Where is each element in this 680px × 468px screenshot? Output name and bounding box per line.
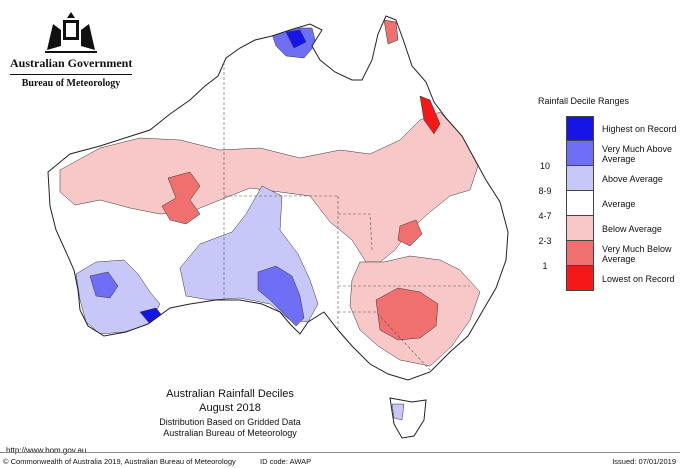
legend-item: Highest on Record [530, 116, 680, 141]
legend-label: Lowest on Record [602, 273, 675, 284]
legend-swatch [566, 141, 594, 166]
legend-swatch [566, 266, 594, 291]
legend-range: 8-9 [538, 186, 552, 196]
legend-range: 1 [542, 261, 548, 271]
highest-on-record-nt [285, 29, 307, 49]
legend-label: Very Much Above Average [602, 143, 673, 164]
legend-label: Very Much Below Average [602, 243, 672, 264]
tasmania-above-average [391, 403, 405, 421]
legend-swatch [566, 116, 594, 141]
legend-item: 1 Very Much Below Average [530, 241, 680, 271]
legend-range: 10 [539, 161, 550, 171]
very-much-above-average-wa [89, 271, 119, 299]
organisation-name: Australian Government [10, 56, 133, 70]
coat-of-arms-icon [45, 12, 97, 53]
legend-label: Average [602, 198, 636, 209]
legend-label: Below Average [602, 223, 662, 234]
lowest-on-record-qld-coast [419, 95, 441, 135]
legend: Highest on Record 10 Very Much Above Ave… [530, 116, 680, 291]
legend-label: Above Average [602, 173, 663, 184]
id-code: ID code: AWAP [260, 457, 312, 466]
issued-date: Issued: 07/01/2019 [612, 457, 676, 466]
website-link[interactable]: http://www.bom.gov.au [6, 446, 87, 455]
legend-item: 10 Very Much Above Average [530, 141, 680, 171]
map-source: Australian Bureau of Meteorology [163, 428, 297, 438]
map-subtitle: Distribution Based on Gridded Data [159, 417, 301, 427]
map-title: Australian Rainfall Deciles [166, 388, 294, 400]
legend-range [530, 271, 560, 296]
legend-item: 4-7 Average [530, 191, 680, 221]
map-title-block: Australian Rainfall Deciles August 2018 … [130, 388, 330, 438]
very-much-below-average-wa [161, 171, 201, 225]
logo-divider [10, 74, 132, 75]
coastline [47, 15, 509, 381]
agency-name: Bureau of Meteorology [21, 78, 121, 89]
legend-item: 2-3 Below Average [530, 216, 680, 246]
australian-government-logo: Australian Government Bureau of Meteorol… [10, 10, 132, 89]
legend-item: Lowest on Record [530, 266, 680, 291]
legend-swatch [566, 191, 594, 216]
copyright-text: © Commonwealth of Australia 2019, Austra… [3, 457, 236, 466]
legend-range: 4-7 [538, 211, 552, 221]
legend-swatch [566, 216, 594, 241]
legend-title: Rainfall Decile Ranges [538, 96, 630, 106]
lowest-on-record-cape [383, 19, 399, 45]
very-much-above-average-sa [257, 265, 305, 327]
legend-label: Highest on Record [602, 123, 677, 134]
legend-range: 2-3 [538, 236, 552, 246]
state-borders [223, 62, 470, 371]
legend-swatch [566, 166, 594, 191]
legend-swatch [566, 241, 594, 266]
map-period: August 2018 [199, 402, 261, 414]
very-much-below-average-nsw [375, 287, 439, 341]
very-much-below-average-qld [397, 219, 423, 247]
footer-bar: © Commonwealth of Australia 2019, Austra… [0, 452, 680, 468]
legend-item: 8-9 Above Average [530, 166, 680, 196]
